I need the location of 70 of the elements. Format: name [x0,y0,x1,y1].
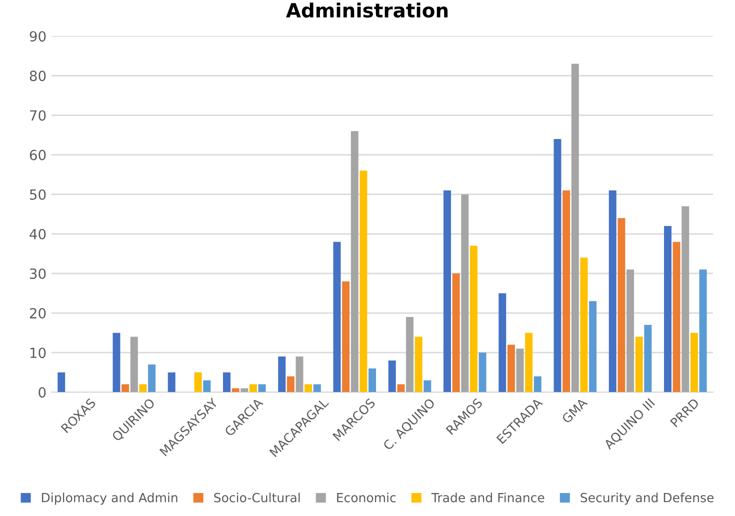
bar [554,138,562,392]
bar [203,380,211,392]
bar [406,316,414,392]
bar [507,344,515,392]
y-tick-label: 80 [30,70,46,82]
bar [644,324,652,392]
bar [626,270,634,392]
bar [672,242,680,392]
bar [333,242,341,392]
bar [286,376,294,392]
bar [368,368,376,392]
bar [580,258,588,392]
bar [414,336,422,392]
bar [690,332,698,392]
bar [360,170,368,392]
bar [148,364,156,392]
bar [232,388,240,392]
bar [635,336,643,392]
bar [461,194,469,392]
bar [122,384,130,392]
bar [534,376,542,392]
legend-label: Diplomacy and Admin [42,492,178,505]
bar [304,384,312,392]
bar [397,384,405,392]
bar [130,336,138,392]
bar [278,356,286,392]
bar [562,190,570,392]
bar [258,384,266,392]
bar [249,384,257,392]
legend-label: Economic [337,492,396,502]
bar [388,360,396,392]
bar [571,64,579,392]
bar [444,190,451,392]
legend-label: Trade and Finance [431,492,544,502]
y-tick-label: 20 [30,308,46,319]
y-tick-label: 70 [30,110,46,121]
chart-title: Administration [286,2,448,18]
y-tick-label: 50 [30,189,46,200]
bar [682,206,690,392]
bar [139,384,147,392]
y-tick-label: 60 [30,150,46,160]
y-tick-label: 0 [38,387,46,398]
y-tick-label: 10 [30,348,46,358]
bar [223,372,230,392]
bar [342,281,350,392]
y-tick-label: 40 [30,228,46,240]
bar [194,372,202,392]
bar [589,301,597,392]
bar [112,332,120,392]
bar [350,131,358,392]
bar [168,372,176,392]
bar [618,218,626,392]
bar [699,270,707,392]
bar [470,246,478,392]
y-tick-label: 30 [30,268,46,279]
bar [58,372,66,392]
bar [498,293,506,392]
bar [240,388,248,392]
bar [516,348,524,392]
bar [313,384,321,392]
bar [664,226,672,392]
bar [525,332,533,392]
legend-label: Socio-Cultural [214,492,300,502]
bar [424,380,432,392]
bar [478,352,486,392]
y-tick-label: 90 [30,31,46,42]
bar [608,190,616,392]
bar [452,273,460,392]
bar [296,356,304,392]
legend-label: Security and Defense [580,492,714,505]
